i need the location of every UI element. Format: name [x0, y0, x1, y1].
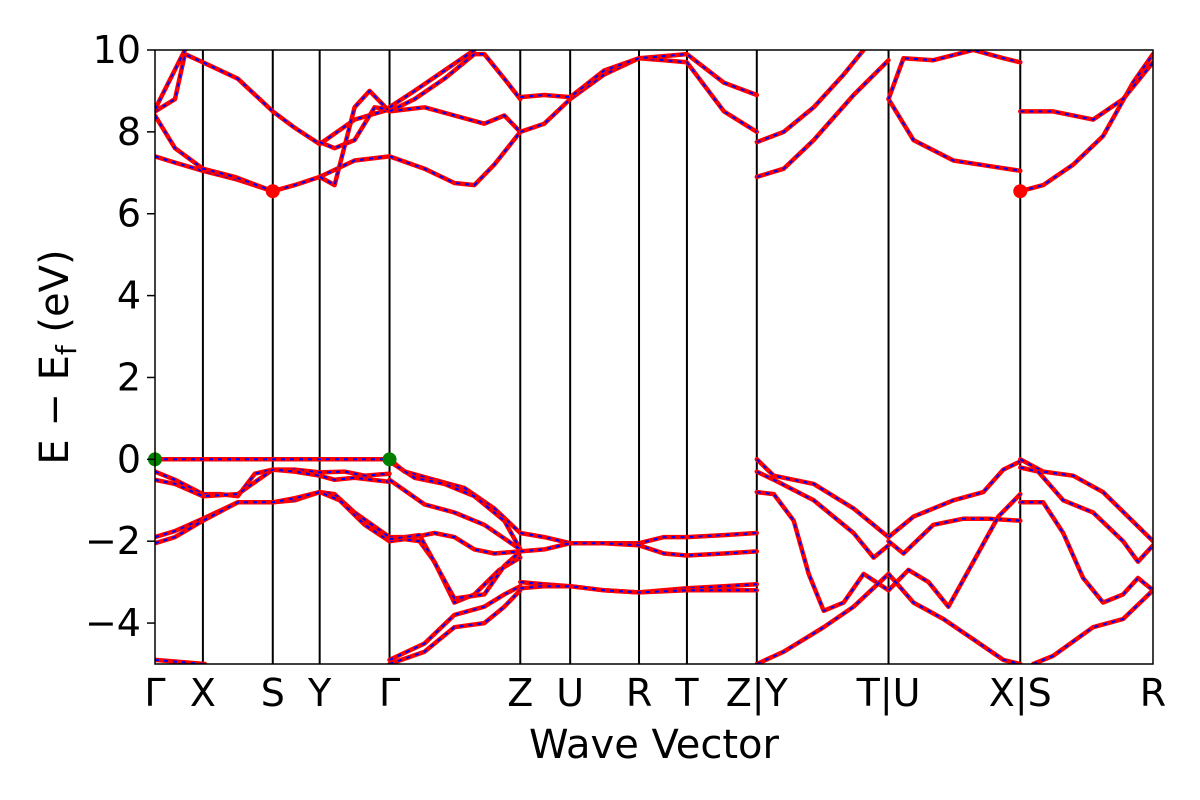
band-line-overlay [389, 106, 522, 133]
y-tick-label: 6 [117, 192, 141, 236]
cbm-marker [1013, 184, 1028, 199]
band-line-overlay [756, 59, 890, 178]
band-line [1030, 588, 1153, 664]
band-line-overlay [388, 460, 522, 550]
y-axis-label: E − Ef (eV) [32, 249, 83, 464]
band-line-overlay [520, 585, 757, 594]
y-axis-label-sub: f [50, 344, 83, 355]
kpoint-lines [201, 50, 1022, 664]
band-line-overlay [1020, 61, 1153, 121]
x-tick-label: T|U [856, 671, 921, 716]
band-edge-markers [148, 184, 1028, 467]
x-tick-label: Z|Y [726, 671, 789, 716]
y-axis-label-unit: (eV) [32, 249, 78, 345]
y-tick-label: 8 [117, 110, 141, 154]
bands [155, 50, 1153, 664]
y-tick-label: 4 [117, 274, 141, 318]
band-line [754, 469, 891, 560]
band-line-overlay [756, 470, 890, 559]
band-line-overlay [319, 89, 391, 187]
band-line-overlay [1020, 466, 1153, 563]
vbm-marker [382, 452, 397, 467]
band-line-overlay [389, 534, 521, 600]
x-tick-label: X|S [989, 671, 1052, 716]
band-line-overlay [388, 478, 521, 551]
band-line-overlay [155, 491, 391, 545]
band-line [754, 571, 891, 664]
band-line-overlay [756, 458, 890, 538]
x-ticks: Γ X S Y Γ Z U R T Z|Y T|U X|S R [144, 671, 1166, 716]
band-line-overlay [389, 53, 522, 113]
band-line [387, 105, 523, 135]
x-tick-label: S [261, 671, 285, 715]
band-line-overlay [1019, 458, 1153, 542]
band-line-overlay [155, 114, 274, 193]
band-line [886, 571, 1023, 664]
band-line-overlay [887, 460, 1021, 538]
x-axis-label: Wave Vector [529, 722, 780, 768]
band-line [387, 50, 477, 110]
y-tick-label: 2 [117, 355, 141, 399]
band-line-overlay [756, 50, 865, 144]
y-tick-label: −2 [85, 519, 141, 563]
x-tick-label: Y [307, 671, 332, 715]
band-line-overlay [1020, 53, 1153, 193]
y-ticks: −4 −2 0 2 4 6 8 10 [85, 28, 155, 645]
band-line-overlay [389, 532, 521, 555]
x-tick-label: R [1140, 671, 1166, 715]
x-tick-label: T [674, 671, 699, 715]
band-line-overlay [155, 50, 186, 110]
x-tick-label: U [556, 671, 584, 715]
cbm-marker [265, 184, 280, 199]
band-line-overlay [520, 53, 758, 99]
band-line-overlay [319, 106, 390, 150]
band-line-overlay [1020, 501, 1153, 604]
band-line [155, 113, 276, 194]
plot-frame [154, 49, 1154, 665]
band-line-overlay [389, 585, 521, 661]
band-line-overlay [887, 50, 1021, 100]
band-line [886, 50, 1023, 102]
band-line-overlay [155, 53, 390, 146]
band-line [754, 57, 891, 180]
x-tick-label: X [190, 671, 216, 715]
x-tick-label: Γ [379, 671, 400, 715]
x-tick-label: R [626, 671, 652, 715]
band-line-overlay [520, 542, 757, 557]
y-tick-label: 10 [93, 28, 141, 72]
y-tick-label: −4 [85, 601, 141, 645]
band-line-overlay [388, 50, 475, 109]
band-line [1018, 51, 1153, 194]
band-line [387, 129, 523, 188]
x-tick-label: Γ [144, 671, 165, 715]
y-axis-label-main: E − E [32, 355, 78, 465]
band-line-overlay [389, 131, 522, 187]
band-line-overlay [519, 57, 758, 133]
x-tick-label: Z [507, 671, 533, 715]
band-line [754, 489, 891, 614]
band-line-overlay [389, 589, 522, 664]
band-line-overlay [887, 98, 1021, 172]
band-line-overlay [887, 493, 1022, 608]
y-tick-label: 0 [117, 437, 141, 481]
band-line-overlay [887, 573, 1021, 664]
band-line-overlay [756, 573, 890, 664]
band-line-overlay [155, 155, 390, 193]
band-line [886, 516, 1023, 556]
band-line [754, 50, 866, 145]
band-line [886, 459, 1023, 540]
band-line-overlay [155, 468, 390, 498]
